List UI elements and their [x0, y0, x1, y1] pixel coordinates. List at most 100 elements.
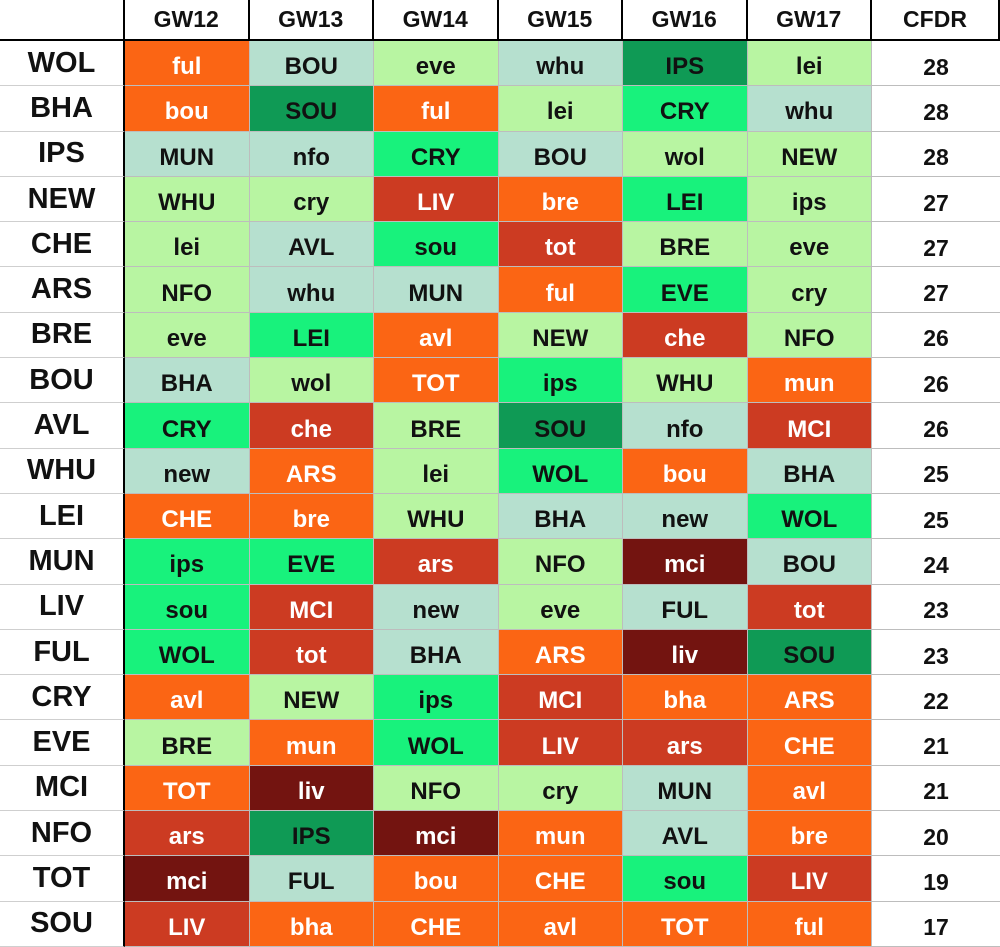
- fixture-cell: mci: [125, 856, 250, 902]
- fixture-cell: NFO: [374, 765, 499, 812]
- cfdr-value: 17: [872, 901, 1000, 947]
- team-label-eve: EVE: [0, 720, 125, 766]
- fixture-cell: LIV: [125, 901, 250, 947]
- fixture-cell: FUL: [249, 856, 374, 902]
- fixture-cell: whu: [249, 267, 374, 313]
- fixture-cell: WOL: [374, 720, 499, 766]
- fixture-cell: WOL: [125, 629, 250, 676]
- team-label-sou: SOU: [0, 901, 125, 947]
- fixture-cell: tot: [747, 584, 872, 630]
- fixture-cell: NFO: [747, 312, 872, 359]
- fixture-cell: BHA: [374, 629, 499, 676]
- fixture-cell: SOU: [249, 86, 374, 132]
- fixture-cell: ips: [498, 358, 623, 404]
- team-label-lei: LEI: [0, 493, 125, 540]
- cfdr-value: 21: [872, 720, 1000, 766]
- cfdr-value: 23: [872, 629, 1000, 676]
- team-label-bre: BRE: [0, 312, 125, 359]
- fixture-cell: wol: [623, 131, 748, 177]
- fixture-cell: MUN: [623, 765, 748, 812]
- fixture-cell: WHU: [374, 493, 499, 540]
- fixture-cell: bre: [498, 176, 623, 223]
- fixture-cell: BRE: [623, 222, 748, 268]
- cfdr-header: CFDR: [872, 0, 1000, 41]
- team-label-cry: CRY: [0, 675, 125, 721]
- cfdr-value: 19: [872, 856, 1000, 902]
- fixture-cell: FUL: [623, 584, 748, 630]
- cfdr-value: 28: [872, 86, 1000, 132]
- fixture-cell: bha: [623, 675, 748, 721]
- fixture-cell: bre: [249, 493, 374, 540]
- team-label-bou: BOU: [0, 358, 125, 404]
- fixture-cell: IPS: [249, 811, 374, 857]
- fixture-cell: TOT: [125, 765, 250, 812]
- fixture-cell: ars: [374, 539, 499, 585]
- cfdr-value: 26: [872, 358, 1000, 404]
- fixture-cell: ARS: [498, 629, 623, 676]
- team-label-avl: AVL: [0, 403, 125, 449]
- team-label-che: CHE: [0, 222, 125, 268]
- fixture-cell: MCI: [747, 403, 872, 449]
- fixture-cell: ful: [747, 901, 872, 947]
- fixture-cell: ips: [125, 539, 250, 585]
- fixture-cell: ips: [747, 176, 872, 223]
- team-label-ars: ARS: [0, 267, 125, 313]
- fixture-cell: lei: [374, 448, 499, 494]
- fixture-cell: bou: [623, 448, 748, 494]
- fixture-cell: ARS: [747, 675, 872, 721]
- fixture-cell: IPS: [623, 41, 748, 87]
- fixture-cell: bou: [374, 856, 499, 902]
- fixture-cell: ful: [498, 267, 623, 313]
- fixture-cell: NEW: [747, 131, 872, 177]
- fixture-cell: NEW: [498, 312, 623, 359]
- fixture-cell: AVL: [623, 811, 748, 857]
- gameweek-header-gw12: GW12: [125, 0, 250, 41]
- fixture-cell: eve: [125, 312, 250, 359]
- fixture-cell: new: [125, 448, 250, 494]
- fixture-cell: EVE: [249, 539, 374, 585]
- team-label-liv: LIV: [0, 584, 125, 630]
- fixture-cell: CHE: [125, 493, 250, 540]
- fixture-cell: nfo: [249, 131, 374, 177]
- fixture-cell: bha: [249, 901, 374, 947]
- cfdr-value: 25: [872, 448, 1000, 494]
- cfdr-value: 24: [872, 539, 1000, 585]
- fixture-cell: lei: [125, 222, 250, 268]
- fixture-cell: BHA: [498, 493, 623, 540]
- cfdr-value: 20: [872, 811, 1000, 857]
- fixture-cell: MCI: [498, 675, 623, 721]
- fixture-cell: ars: [623, 720, 748, 766]
- fixture-cell: BOU: [498, 131, 623, 177]
- fixture-cell: TOT: [374, 358, 499, 404]
- cfdr-value: 25: [872, 493, 1000, 540]
- fixture-cell: tot: [249, 629, 374, 676]
- fixture-cell: new: [623, 493, 748, 540]
- fixture-cell: whu: [498, 41, 623, 87]
- fixture-cell: MUN: [125, 131, 250, 177]
- fixture-cell: mci: [623, 539, 748, 585]
- fixture-cell: bre: [747, 811, 872, 857]
- cfdr-value: 28: [872, 131, 1000, 177]
- fixture-cell: CRY: [374, 131, 499, 177]
- gameweek-header-gw15: GW15: [498, 0, 623, 41]
- fixture-cell: mun: [498, 811, 623, 857]
- team-label-bha: BHA: [0, 86, 125, 132]
- fixture-cell: che: [623, 312, 748, 359]
- fixture-cell: ARS: [249, 448, 374, 494]
- fixture-cell: SOU: [498, 403, 623, 449]
- fixture-cell: liv: [623, 629, 748, 676]
- cfdr-value: 27: [872, 222, 1000, 268]
- cfdr-value: 22: [872, 675, 1000, 721]
- fixture-cell: BOU: [249, 41, 374, 87]
- team-label-ful: FUL: [0, 629, 125, 676]
- fixture-cell: CHE: [374, 901, 499, 947]
- fixture-cell: AVL: [249, 222, 374, 268]
- fixture-cell: ful: [374, 86, 499, 132]
- cfdr-value: 23: [872, 584, 1000, 630]
- gameweek-header-gw16: GW16: [623, 0, 748, 41]
- fixture-cell: TOT: [623, 901, 748, 947]
- fixture-cell: ars: [125, 811, 250, 857]
- fixture-cell: liv: [249, 765, 374, 812]
- cfdr-value: 26: [872, 312, 1000, 359]
